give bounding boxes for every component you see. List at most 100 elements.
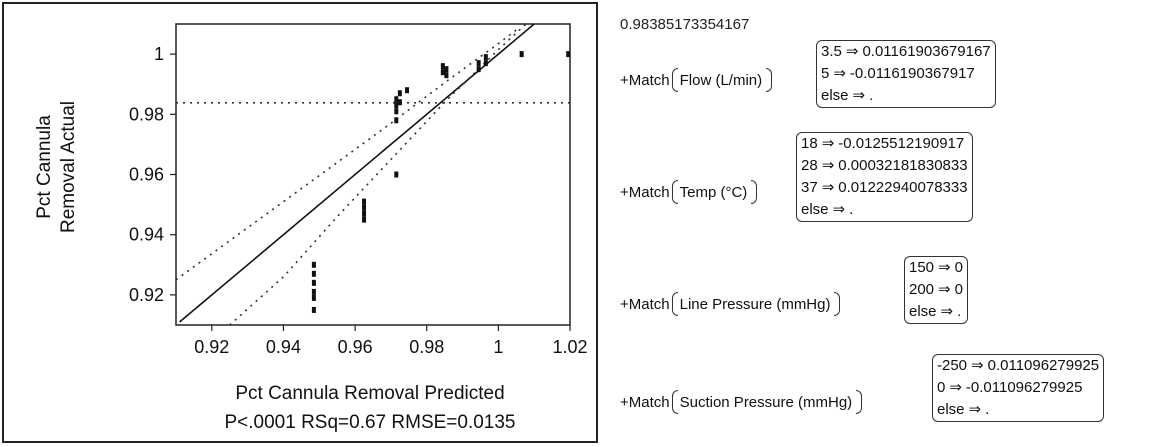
implies-arrow: ⇒ bbox=[938, 279, 951, 301]
data-point bbox=[444, 66, 448, 72]
match-case-row: 0 ⇒ -0.011096279925 bbox=[937, 377, 1099, 399]
match-case-row: 150 ⇒ 0 bbox=[909, 257, 963, 279]
data-point bbox=[312, 289, 316, 295]
data-point bbox=[441, 63, 445, 69]
formula-term: +Match Suction Pressure (mmHg) bbox=[620, 390, 864, 414]
implies-arrow: ⇒ bbox=[971, 355, 984, 377]
y-tick-label: 0.96 bbox=[129, 165, 164, 185]
match-case-row: 37 ⇒ 0.01222940078333 bbox=[801, 177, 968, 199]
data-point bbox=[484, 60, 488, 66]
match-case-block: 18 ⇒ -0.0125512190917 28 ⇒ 0.000321818308… bbox=[796, 132, 973, 222]
data-point bbox=[362, 211, 366, 217]
data-point bbox=[441, 69, 445, 75]
case-key: 150 bbox=[909, 257, 934, 279]
match-variable-name: Flow (L/min) bbox=[680, 72, 763, 89]
case-key: else bbox=[821, 85, 849, 107]
case-value: . bbox=[849, 199, 853, 221]
data-point bbox=[312, 280, 316, 286]
match-function-label: +Match bbox=[620, 296, 670, 313]
match-case-row: -250 ⇒ 0.011096279925 bbox=[937, 355, 1099, 377]
case-value: 0 bbox=[955, 257, 963, 279]
data-point bbox=[398, 99, 402, 105]
x-axis-label: Pct Cannula Removal Predicted bbox=[235, 383, 504, 404]
match-variable-name: Temp (°C) bbox=[680, 184, 748, 201]
implies-arrow: ⇒ bbox=[938, 257, 951, 279]
formula-term: +Match Line Pressure (mmHg) bbox=[620, 292, 842, 316]
data-point bbox=[394, 117, 398, 123]
match-case-block: 150 ⇒ 0 200 ⇒ 0 else ⇒ . bbox=[904, 256, 968, 324]
implies-arrow: ⇒ bbox=[822, 155, 835, 177]
case-key: 28 bbox=[801, 155, 818, 177]
case-key: 0 bbox=[937, 377, 945, 399]
y-axis-label-line1: Pct Cannula bbox=[34, 115, 55, 219]
case-key: 200 bbox=[909, 279, 934, 301]
chart-frame: 0.92 0.94 0.96 0.98 1 1.02 0.92 0.94 0.96 0.98 1 P… bbox=[2, 2, 598, 443]
match-case-row: else ⇒ . bbox=[909, 301, 963, 323]
match-case-block: -250 ⇒ 0.011096279925 0 ⇒ -0.011096279925… bbox=[932, 354, 1104, 422]
match-function-label: +Match bbox=[620, 72, 670, 89]
y-axis-label-line2: Removal Actual bbox=[58, 101, 79, 233]
case-value: . bbox=[985, 399, 989, 421]
implies-arrow: ⇒ bbox=[941, 301, 954, 323]
y-tick-label: 0.98 bbox=[129, 104, 164, 124]
plot-border bbox=[176, 24, 570, 325]
x-tick-label: 0.96 bbox=[338, 337, 373, 357]
case-value: . bbox=[869, 85, 873, 107]
data-point bbox=[362, 217, 366, 223]
match-variable-name: Line Pressure (mmHg) bbox=[680, 296, 831, 313]
match-case-row: else ⇒ . bbox=[801, 199, 968, 221]
implies-arrow: ⇒ bbox=[949, 377, 962, 399]
data-point bbox=[520, 51, 524, 57]
data-point bbox=[477, 66, 481, 72]
case-value: -0.0116190367917 bbox=[850, 63, 975, 85]
case-value: 0 bbox=[955, 279, 963, 301]
implies-arrow: ⇒ bbox=[969, 399, 982, 421]
scatter-chart: 0.92 0.94 0.96 0.98 1 1.02 0.92 0.94 0.96 0.98 1 P… bbox=[4, 4, 596, 441]
case-value: 0.00032181830833 bbox=[838, 155, 967, 177]
case-key: 3.5 bbox=[821, 41, 842, 63]
close-paren bbox=[751, 180, 757, 204]
implies-arrow: ⇒ bbox=[846, 41, 859, 63]
implies-arrow: ⇒ bbox=[853, 85, 866, 107]
case-value: -0.011096279925 bbox=[966, 377, 1083, 399]
case-value: . bbox=[957, 301, 961, 323]
data-point bbox=[362, 199, 366, 205]
data-point bbox=[394, 172, 398, 178]
case-value: 0.01222940078333 bbox=[838, 177, 967, 199]
data-point bbox=[362, 205, 366, 211]
prediction-formula: 0.98385173354167 +Match Flow (L/min) 3.5 ⇒… bbox=[604, 0, 1156, 447]
match-case-row: else ⇒ . bbox=[821, 85, 991, 107]
case-key: -250 bbox=[937, 355, 967, 377]
match-case-row: 200 ⇒ 0 bbox=[909, 279, 963, 301]
open-paren bbox=[672, 68, 678, 92]
match-case-block: 3.5 ⇒ 0.01161903679167 5 ⇒ -0.01161903679… bbox=[816, 40, 996, 108]
y-tick-label: 1 bbox=[154, 44, 164, 64]
implies-arrow: ⇒ bbox=[833, 199, 846, 221]
data-point bbox=[394, 96, 398, 102]
formula-term: +Match Flow (L/min) bbox=[620, 68, 774, 92]
y-tick-label: 0.94 bbox=[129, 225, 164, 245]
close-paren bbox=[834, 292, 840, 316]
data-point bbox=[477, 60, 481, 66]
open-paren bbox=[672, 292, 678, 316]
x-tick-label: 1.02 bbox=[552, 337, 587, 357]
data-point bbox=[394, 108, 398, 114]
stats-label: P<.0001 RSq=0.67 RMSE=0.0135 bbox=[224, 412, 515, 433]
match-case-row: 3.5 ⇒ 0.01161903679167 bbox=[821, 41, 991, 63]
case-key: 18 bbox=[801, 133, 818, 155]
case-key: else bbox=[801, 199, 829, 221]
match-variable-name: Suction Pressure (mmHg) bbox=[680, 394, 853, 411]
data-point bbox=[566, 51, 570, 57]
x-tick-label: 0.98 bbox=[409, 337, 444, 357]
data-point bbox=[394, 102, 398, 108]
data-point bbox=[312, 295, 316, 301]
open-paren bbox=[672, 180, 678, 204]
case-key: 37 bbox=[801, 177, 818, 199]
match-case-row: else ⇒ . bbox=[937, 399, 1099, 421]
case-key: else bbox=[937, 399, 965, 421]
match-function-label: +Match bbox=[620, 184, 670, 201]
case-value: 0.01161903679167 bbox=[862, 41, 990, 63]
data-point bbox=[312, 262, 316, 268]
x-tick-label: 0.94 bbox=[266, 337, 301, 357]
formula-intercept: 0.98385173354167 bbox=[620, 16, 749, 33]
